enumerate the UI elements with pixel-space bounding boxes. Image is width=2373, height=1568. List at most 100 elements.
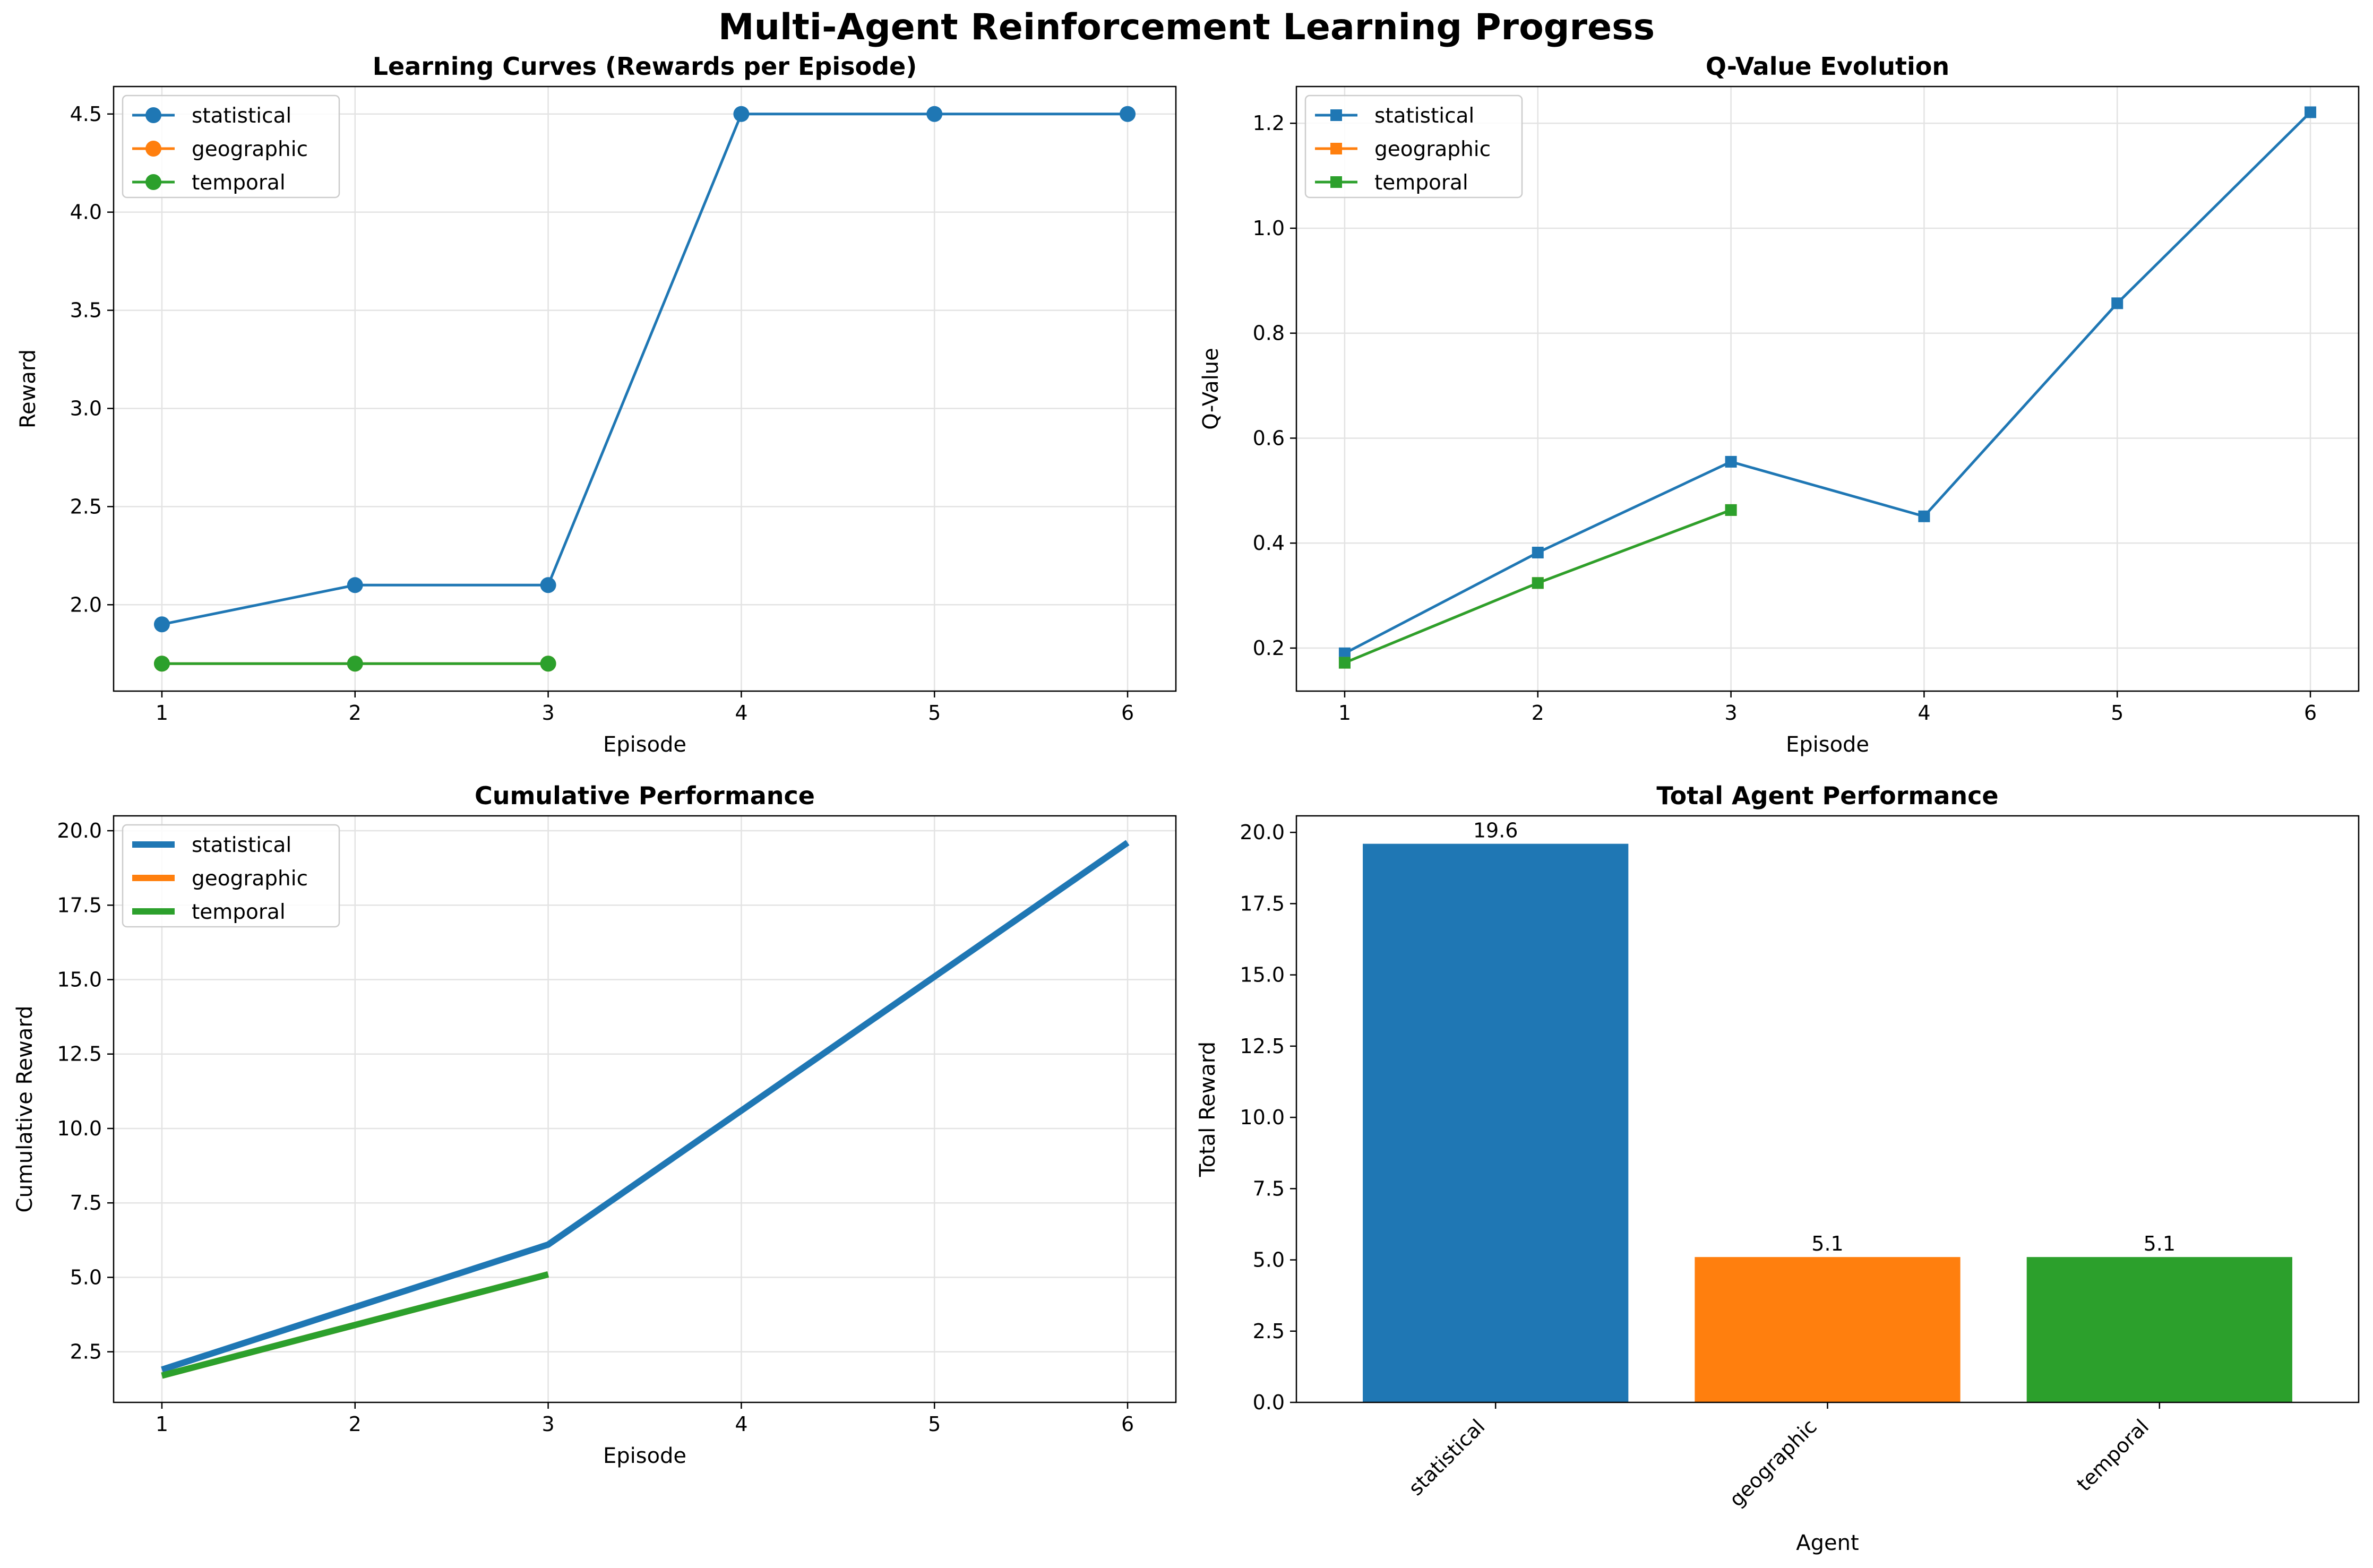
x-tick-label: temporal bbox=[2072, 1415, 2153, 1496]
data-point-statistical bbox=[1532, 546, 1544, 558]
data-point-statistical bbox=[926, 106, 943, 122]
x-tick-label: 2 bbox=[349, 701, 362, 725]
data-point-statistical bbox=[1918, 510, 1930, 522]
chart-title: Total Agent Performance bbox=[1656, 781, 1998, 810]
series-line-statistical bbox=[161, 840, 1130, 1373]
legend-label-geographic: geographic bbox=[1374, 137, 1491, 161]
y-axis-label: Cumulative Reward bbox=[13, 1006, 37, 1213]
legend-label-statistical: statistical bbox=[192, 833, 291, 857]
legend-label-geographic: geographic bbox=[192, 137, 308, 161]
y-tick-label: 10.0 bbox=[1240, 1106, 1285, 1129]
y-axis-label: Total Reward bbox=[1196, 1041, 1220, 1177]
bar-temporal bbox=[2026, 1257, 2292, 1402]
data-point-temporal bbox=[1532, 577, 1544, 589]
series-line-statistical bbox=[161, 113, 1128, 626]
legend-label-statistical: statistical bbox=[192, 104, 291, 128]
data-point-statistical bbox=[1338, 647, 1351, 659]
y-tick-label: 12.5 bbox=[1240, 1035, 1285, 1058]
bar-value-label: 19.6 bbox=[1473, 819, 1518, 842]
data-point-statistical bbox=[2111, 297, 2123, 309]
y-tick-label: 5.0 bbox=[70, 1265, 102, 1289]
x-tick-label: 4 bbox=[735, 701, 747, 725]
chart-panel-3: Cumulative Performance 1 2 3 4 5 6 statistical g… bbox=[13, 781, 1177, 1468]
chart-panel-1: Learning Curves (Rewards per Episode) 1 2 3… bbox=[16, 52, 1177, 757]
y-axis-label: Q-Value bbox=[1199, 348, 1223, 430]
data-point-statistical bbox=[1725, 455, 1737, 468]
legend-box bbox=[122, 94, 340, 199]
y-tick-label: 0.4 bbox=[1253, 531, 1285, 555]
legend-box bbox=[1304, 94, 1523, 199]
x-tick-label: 2 bbox=[1532, 701, 1544, 725]
legend-label-statistical: statistical bbox=[1374, 104, 1474, 128]
x-axis-label: Episode bbox=[603, 733, 686, 757]
data-point-statistical bbox=[153, 616, 170, 633]
y-tick-label: 1.0 bbox=[1253, 217, 1285, 240]
data-point-temporal bbox=[153, 656, 170, 672]
x-tick-label: 1 bbox=[1338, 701, 1351, 725]
y-tick-label: 7.5 bbox=[1253, 1177, 1285, 1200]
data-point-statistical bbox=[540, 577, 556, 593]
series-line-statistical bbox=[1344, 111, 2311, 655]
x-tick-label: geographic bbox=[1725, 1415, 1821, 1511]
data-point-temporal bbox=[347, 656, 363, 672]
y-tick-label: 2.0 bbox=[70, 593, 102, 616]
y-tick-label: 0.0 bbox=[1253, 1391, 1285, 1414]
y-tick-label: 20.0 bbox=[1240, 821, 1285, 844]
x-tick-label: 6 bbox=[1121, 701, 1134, 725]
y-tick-label: 2.5 bbox=[70, 1340, 102, 1364]
data-point-statistical bbox=[733, 106, 750, 122]
legend-label-temporal: temporal bbox=[192, 900, 286, 924]
x-tick-label: 4 bbox=[735, 1412, 747, 1436]
data-point-temporal bbox=[1725, 504, 1737, 516]
figure-title: Multi-Agent Reinforcement Learning Progr… bbox=[718, 6, 1655, 48]
x-axis-label: Agent bbox=[1796, 1531, 1859, 1555]
bar-value-label: 5.1 bbox=[2144, 1232, 2176, 1255]
chart-title: Cumulative Performance bbox=[475, 781, 815, 810]
x-tick-label: 4 bbox=[1918, 701, 1930, 725]
legend-marker bbox=[1330, 109, 1342, 121]
y-tick-label: 12.5 bbox=[57, 1043, 102, 1066]
plot-frame bbox=[1295, 815, 2360, 1403]
legend-box bbox=[122, 824, 340, 928]
x-tick-label: 5 bbox=[2111, 701, 2123, 725]
y-tick-label: 0.2 bbox=[1253, 636, 1285, 660]
y-tick-label: 2.5 bbox=[1253, 1320, 1285, 1343]
data-point-statistical bbox=[1120, 106, 1136, 122]
y-tick-label: 15.0 bbox=[1240, 963, 1285, 987]
x-tick-label: 6 bbox=[2304, 701, 2317, 725]
data-point-statistical bbox=[2305, 106, 2317, 118]
bar-geographic bbox=[1695, 1257, 1961, 1402]
y-axis-label: Reward bbox=[16, 349, 40, 428]
legend-marker bbox=[145, 107, 161, 123]
x-axis-label: Episode bbox=[603, 1444, 686, 1468]
y-tick-label: 20.0 bbox=[57, 819, 102, 842]
chart-panel-2: Q-Value Evolution 1 2 3 4 5 6 statistical geogra… bbox=[1199, 52, 2360, 757]
plot-frame bbox=[113, 85, 1177, 692]
x-axis-label: Episode bbox=[1786, 733, 1869, 757]
x-tick-label: 3 bbox=[1724, 701, 1737, 725]
y-tick-label: 0.6 bbox=[1253, 426, 1285, 450]
y-tick-label: 15.0 bbox=[57, 968, 102, 992]
y-tick-label: 17.5 bbox=[1240, 892, 1285, 915]
x-tick-label: 1 bbox=[156, 1412, 168, 1436]
legend-marker bbox=[1330, 176, 1342, 188]
data-point-temporal bbox=[1338, 657, 1351, 669]
y-tick-label: 1.2 bbox=[1253, 111, 1285, 135]
y-tick-label: 5.0 bbox=[1253, 1248, 1285, 1272]
chart-panel-4: Total Agent Performance 19.6 statistical 5.… bbox=[1196, 781, 2360, 1555]
y-tick-label: 10.0 bbox=[57, 1117, 102, 1140]
y-tick-label: 4.5 bbox=[70, 102, 102, 126]
legend-label-geographic: geographic bbox=[192, 867, 308, 891]
x-tick-label: 1 bbox=[156, 701, 168, 725]
y-tick-label: 2.5 bbox=[70, 495, 102, 518]
series-line-temporal bbox=[161, 1271, 549, 1379]
bar-value-label: 5.1 bbox=[1811, 1232, 1843, 1255]
x-tick-label: 6 bbox=[1121, 1412, 1134, 1436]
x-tick-label: 3 bbox=[541, 701, 554, 725]
data-point-statistical bbox=[347, 577, 363, 593]
legend-label-temporal: temporal bbox=[1374, 171, 1468, 195]
y-tick-label: 3.0 bbox=[70, 397, 102, 420]
legend-marker bbox=[145, 141, 161, 157]
y-tick-label: 3.5 bbox=[70, 299, 102, 322]
